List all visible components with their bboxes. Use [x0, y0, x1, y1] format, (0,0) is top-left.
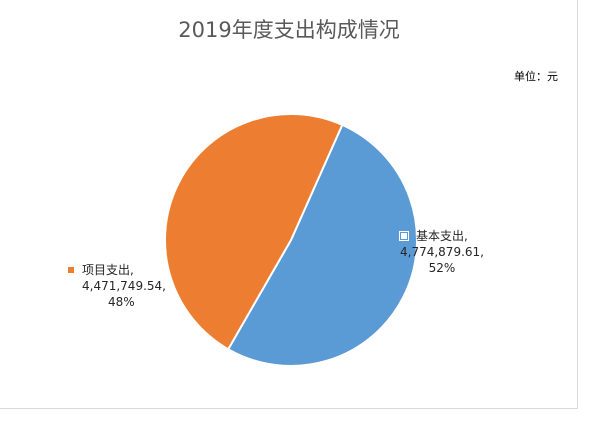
data-label-xiangmu: 项目支出, 4,471,749.54, 48%	[68, 262, 166, 310]
comma: ,	[464, 229, 468, 243]
chart-title: 2019年度支出构成情况	[178, 18, 400, 42]
comma: ,	[130, 263, 134, 277]
comma: ,	[480, 245, 484, 259]
data-label-jiben-percent: 52%	[428, 261, 456, 275]
data-label-jiben-value: 4,774,879.61	[400, 245, 481, 259]
data-label-xiangmu-percent: 48%	[108, 295, 135, 309]
data-label-xiangmu-value: 4,471,749.54	[82, 279, 163, 293]
pie-slice-xiangmu[interactable]	[164, 113, 344, 351]
unit-label: 单位：元	[514, 70, 558, 83]
data-label-jiben-name: 基本支出	[416, 229, 465, 243]
chart-frame	[0, 0, 578, 409]
data-label-xiangmu-name: 项目支出	[82, 263, 131, 277]
comma: ,	[162, 279, 166, 293]
pie-slice-jiben[interactable]	[226, 123, 418, 367]
data-label-jiben: 基本支出, 4,774,879.61, 52%	[399, 228, 484, 276]
legend-key-xiangmu	[68, 267, 74, 273]
legend-key-jiben	[399, 231, 409, 241]
